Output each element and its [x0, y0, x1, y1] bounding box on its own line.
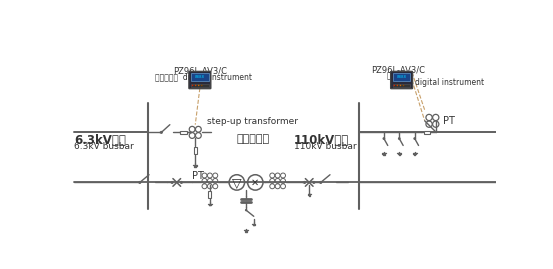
Text: 110kV母线: 110kV母线 [294, 134, 349, 147]
Text: 8888: 8888 [397, 75, 406, 79]
Bar [194, 147, 197, 154]
Circle shape [397, 85, 398, 86]
Text: PT: PT [443, 116, 455, 126]
Text: 6.3kV busbar: 6.3kV busbar [74, 142, 134, 151]
Bar [191, 84, 208, 87]
Text: 110kV busbar: 110kV busbar [294, 142, 357, 151]
Bar [393, 73, 410, 81]
Circle shape [398, 137, 401, 140]
Text: PZ96L-AV3/C: PZ96L-AV3/C [173, 67, 227, 76]
Text: PT: PT [192, 171, 204, 181]
Circle shape [403, 85, 404, 86]
Text: ✕: ✕ [251, 178, 259, 187]
Circle shape [160, 131, 163, 134]
Circle shape [312, 181, 315, 184]
Bar [208, 191, 211, 198]
Circle shape [198, 85, 200, 86]
Circle shape [400, 85, 401, 86]
Circle shape [245, 209, 247, 211]
Text: 8888: 8888 [195, 75, 205, 79]
Text: ▽: ▽ [232, 177, 242, 190]
Circle shape [319, 181, 322, 184]
Bar [393, 84, 410, 87]
Text: 数字式仪表: 数字式仪表 [386, 72, 409, 80]
Bar [180, 131, 187, 134]
Circle shape [171, 181, 174, 184]
Circle shape [383, 137, 385, 140]
Circle shape [192, 85, 194, 86]
Circle shape [195, 85, 196, 86]
Text: 数字式仪表  digital instrument: 数字式仪表 digital instrument [155, 73, 252, 82]
Circle shape [413, 137, 416, 140]
FancyBboxPatch shape [189, 71, 211, 89]
Text: PZ96L-AV3/C: PZ96L-AV3/C [371, 65, 425, 75]
Text: 升压变压器: 升压变压器 [237, 134, 269, 144]
Text: digital instrument: digital instrument [415, 78, 484, 87]
Text: step-up transformer: step-up transformer [207, 117, 299, 126]
Bar [191, 73, 208, 81]
Circle shape [394, 85, 395, 86]
Circle shape [138, 181, 142, 184]
Circle shape [180, 181, 183, 184]
Circle shape [303, 181, 306, 184]
Bar [424, 131, 430, 134]
Circle shape [201, 85, 202, 86]
FancyBboxPatch shape [390, 71, 413, 89]
Text: 6.3kV母线: 6.3kV母线 [74, 134, 126, 147]
